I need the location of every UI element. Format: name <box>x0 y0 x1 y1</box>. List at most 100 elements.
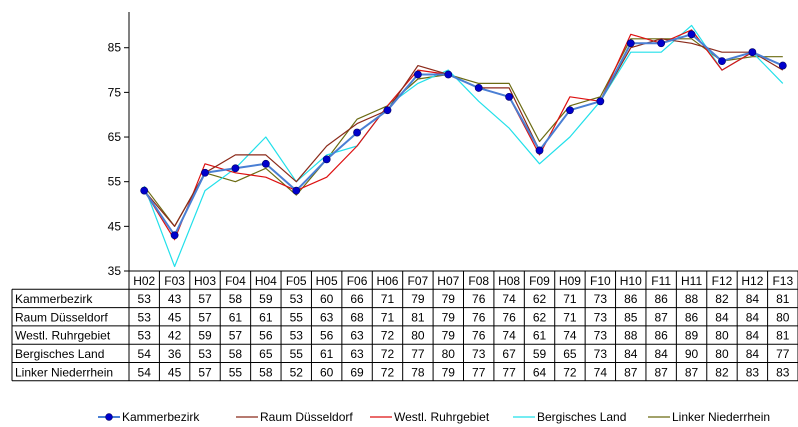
series-line <box>143 29 784 241</box>
table-cell: 82 <box>715 365 729 379</box>
table-cell: 77 <box>776 347 790 361</box>
table-cell: 87 <box>685 365 699 379</box>
y-tick-label: 85 <box>108 41 122 55</box>
table-cell: 80 <box>715 347 729 361</box>
table-cell: 81 <box>411 310 425 324</box>
table-cell: 84 <box>624 347 638 361</box>
table-cell: 63 <box>350 329 364 343</box>
table-cell: 79 <box>442 329 456 343</box>
data-point <box>261 159 270 168</box>
legend-item: Westl. Ruhrgebiet <box>370 410 490 424</box>
table-cell: 53 <box>290 292 304 306</box>
table-cell: 76 <box>472 310 486 324</box>
table-cell: 63 <box>350 347 364 361</box>
data-point <box>201 168 209 177</box>
series-westl-ruhrgebiet <box>143 29 784 241</box>
table-cell: 61 <box>320 347 334 361</box>
table-cell: 76 <box>502 310 516 324</box>
table-cell: 36 <box>168 347 182 361</box>
table-cell: 57 <box>198 292 212 306</box>
table-cell: 87 <box>654 310 668 324</box>
table-cell: 58 <box>259 365 273 379</box>
data-point <box>170 231 179 240</box>
table-cell: 83 <box>776 365 790 379</box>
table-cell: 80 <box>411 329 425 343</box>
y-tick-label: 65 <box>108 130 122 144</box>
x-tick-label: F12 <box>712 274 733 288</box>
series-bergisches-land <box>143 24 784 268</box>
legend-label: Linker Niederrhein <box>672 410 770 424</box>
data-point <box>444 70 453 79</box>
table-cell: 71 <box>563 292 577 306</box>
table-cell: 62 <box>533 292 547 306</box>
table-cell: 56 <box>259 329 273 343</box>
legend-item: Linker Niederrhein <box>648 410 770 424</box>
table-cell: 65 <box>563 347 577 361</box>
table-cell: 43 <box>168 292 182 306</box>
table-cell: 54 <box>138 365 152 379</box>
series-kammerbezirk <box>140 30 787 240</box>
table-cell: 74 <box>563 329 577 343</box>
table-cell: 55 <box>229 365 243 379</box>
x-tick-label: F03 <box>164 274 185 288</box>
table-cell: 61 <box>259 310 273 324</box>
table-cell: 62 <box>533 310 547 324</box>
series-line <box>143 24 784 268</box>
legend-item: Kammerbezirk <box>98 410 200 424</box>
plot-area <box>140 24 787 268</box>
table-cell: 68 <box>350 310 364 324</box>
data-table: H02 F03 H03 F04 H04 F05 H05 F06 H06 F07 H07 F08 H08 F… <box>11 270 798 382</box>
data-point <box>626 39 635 48</box>
y-tick-label: 35 <box>108 264 122 278</box>
table-cell: 56 <box>320 329 334 343</box>
x-tick-label: F04 <box>225 274 246 288</box>
table-row-label: Westl. Ruhrgebiet <box>15 329 111 343</box>
data-point <box>687 30 696 39</box>
table-cell: 59 <box>533 347 547 361</box>
x-tick-label: H02 <box>133 274 155 288</box>
table-cell: 61 <box>533 329 547 343</box>
table-cell: 80 <box>442 347 456 361</box>
data-point <box>566 106 574 115</box>
table-cell: 57 <box>198 310 212 324</box>
table-cell: 73 <box>594 292 608 306</box>
legend-item: Raum Düsseldorf <box>236 410 353 424</box>
y-tick-label: 55 <box>108 175 122 189</box>
data-point <box>322 155 331 164</box>
x-tick-label: F07 <box>408 274 429 288</box>
table-cell: 87 <box>654 365 668 379</box>
legend-label: Raum Düsseldorf <box>260 410 353 424</box>
table-cell: 59 <box>198 329 212 343</box>
x-tick-label: F10 <box>590 274 611 288</box>
legend: Kammerbezirk Raum Düsseldorf Westl. Ruhrge… <box>98 410 770 424</box>
table-cell: 80 <box>715 329 729 343</box>
table-cell: 73 <box>472 347 486 361</box>
table-cell: 81 <box>776 292 790 306</box>
x-tick-label: H12 <box>741 274 763 288</box>
table-cell: 72 <box>381 365 395 379</box>
table-cell: 45 <box>168 365 182 379</box>
table-cell: 84 <box>746 292 760 306</box>
table-cell: 82 <box>715 292 729 306</box>
y-tick-label: 75 <box>108 85 122 99</box>
table-cell: 84 <box>715 310 729 324</box>
table-cell: 86 <box>624 292 638 306</box>
x-tick-label: F09 <box>529 274 550 288</box>
table-cell: 89 <box>685 329 699 343</box>
table-cell: 74 <box>594 365 608 379</box>
x-tick-label: H04 <box>255 274 277 288</box>
legend-marker <box>105 413 113 421</box>
table-cell: 53 <box>138 292 152 306</box>
table-cell: 71 <box>563 310 577 324</box>
data-point <box>474 84 483 92</box>
table-cell: 83 <box>746 365 760 379</box>
table-cell: 72 <box>381 347 395 361</box>
table-cell: 79 <box>442 292 456 306</box>
x-tick-label: F06 <box>347 274 368 288</box>
legend-label: Kammerbezirk <box>122 410 200 424</box>
table-cell: 73 <box>594 310 608 324</box>
x-tick-label: F13 <box>772 274 793 288</box>
data-point <box>778 61 787 70</box>
table-cell: 45 <box>168 310 182 324</box>
